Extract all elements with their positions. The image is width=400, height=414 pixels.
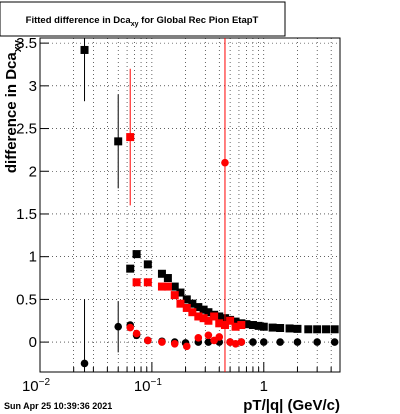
marker <box>322 325 331 334</box>
marker <box>132 250 141 259</box>
marker <box>114 322 123 331</box>
marker <box>194 312 203 321</box>
marker <box>293 324 302 333</box>
marker <box>163 282 172 291</box>
y-tick-label: 2.5 <box>16 121 37 138</box>
marker <box>204 308 213 317</box>
marker <box>188 299 197 308</box>
plot-frame <box>39 37 341 373</box>
marker <box>293 338 302 346</box>
marker <box>144 336 152 345</box>
marker <box>194 303 203 312</box>
y-axis-label: difference in Dcaxy <box>3 39 24 173</box>
marker <box>143 260 152 269</box>
marker <box>182 295 191 304</box>
marker <box>158 338 166 346</box>
marker <box>126 133 135 142</box>
chart-title: Fitted difference in Dcaxy for Global Re… <box>26 15 259 28</box>
marker <box>330 338 339 346</box>
marker <box>249 338 257 346</box>
marker <box>276 338 284 346</box>
marker <box>231 340 240 348</box>
marker <box>242 320 251 329</box>
x-axis-label: pT/|q| (GeV/c) <box>243 397 340 414</box>
marker <box>126 264 135 273</box>
marker <box>143 278 152 287</box>
marker <box>231 322 240 331</box>
marker <box>204 331 213 340</box>
marker <box>237 338 246 346</box>
y-tick-label: 2 <box>29 163 37 180</box>
x-tick-label: 10−1 <box>134 377 163 395</box>
marker <box>215 333 224 341</box>
marker <box>259 338 268 346</box>
marker <box>313 325 322 334</box>
marker <box>157 282 166 291</box>
y-tick-label: 1.5 <box>16 206 37 223</box>
marker <box>132 329 141 338</box>
marker <box>215 319 224 328</box>
marker <box>221 158 229 167</box>
marker <box>182 342 191 351</box>
marker <box>330 325 339 334</box>
marker <box>194 334 203 342</box>
marker <box>259 322 268 331</box>
marker <box>254 321 263 330</box>
marker <box>276 324 285 333</box>
marker <box>188 308 197 317</box>
marker <box>126 323 135 332</box>
marker <box>226 316 235 325</box>
marker <box>176 288 185 297</box>
marker <box>210 312 219 321</box>
marker <box>80 359 89 368</box>
marker <box>204 338 213 346</box>
title-box <box>0 1 286 37</box>
marker <box>248 321 257 330</box>
marker <box>132 278 141 287</box>
marker <box>237 321 246 330</box>
y-tick-label: 3.5 <box>16 35 37 52</box>
marker <box>304 325 313 334</box>
marker <box>231 317 240 326</box>
marker <box>157 269 166 278</box>
marker <box>285 324 294 333</box>
x-tick-label: 1 <box>260 378 268 395</box>
marker <box>80 45 89 54</box>
x-tick-label: 10−2 <box>22 377 51 395</box>
marker <box>268 323 277 332</box>
y-tick-label: 0.5 <box>16 291 37 308</box>
marker <box>313 338 321 346</box>
y-tick-label: 3 <box>29 78 37 95</box>
marker <box>114 137 123 146</box>
marker <box>199 305 208 314</box>
marker <box>199 314 208 323</box>
marker <box>176 299 185 308</box>
marker <box>182 303 191 312</box>
timestamp: Sun Apr 25 10:39:36 2021 <box>4 401 112 411</box>
data-layer <box>80 38 339 372</box>
marker <box>204 316 213 325</box>
marker <box>170 291 179 300</box>
y-tick-label: 1 <box>29 249 37 266</box>
marker <box>163 274 172 283</box>
y-tick-label: 0 <box>29 334 37 351</box>
marker <box>170 340 179 348</box>
marker <box>215 312 224 321</box>
marker <box>170 282 179 291</box>
